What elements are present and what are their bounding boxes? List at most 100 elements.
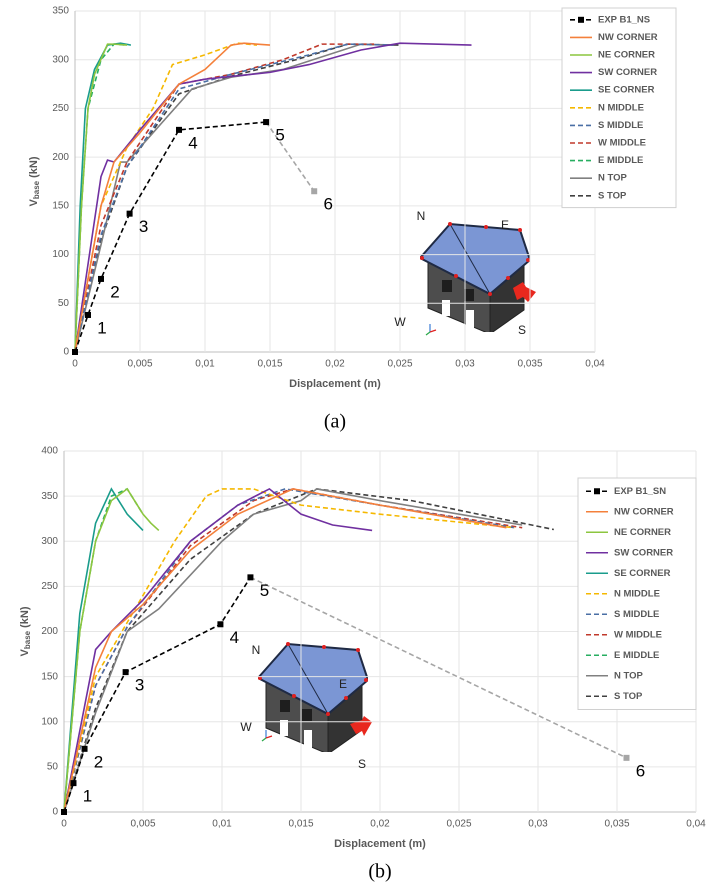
x-tick-label: 0: [72, 359, 78, 370]
data-point: [72, 349, 78, 355]
y-axis-label-main: V: [19, 648, 31, 656]
load-arrow: [350, 716, 372, 736]
series-line: [63, 488, 523, 813]
legend-marker: [578, 16, 584, 23]
house-label: W: [240, 720, 252, 734]
y-tick-label: 300: [52, 54, 69, 65]
y-axis-label: Vbase (kN): [28, 156, 41, 206]
data-point: [311, 188, 318, 195]
series-line: [63, 488, 554, 813]
legend-label: SE CORNER: [614, 568, 671, 579]
y-tick-label: 350: [41, 491, 58, 502]
series-line: [74, 43, 394, 353]
x-tick-label: 0,03: [455, 359, 475, 370]
x-tick-label: 0,025: [446, 819, 471, 830]
legend-label: EXP B1_NS: [598, 14, 650, 25]
series-line: [74, 121, 315, 353]
x-tick-label: 0,03: [528, 819, 548, 830]
series-line: [63, 488, 507, 813]
point-label: 2: [110, 282, 119, 301]
data-point: [247, 574, 254, 581]
legend-label: EXP B1_SN: [614, 486, 666, 497]
legend-label: SW CORNER: [598, 67, 657, 78]
legend-label: S TOP: [614, 691, 643, 702]
x-axis-label: Displacement (m): [289, 378, 381, 390]
y-tick-label: 150: [52, 200, 69, 211]
legend-label: S MIDDLE: [614, 609, 659, 620]
y-axis-label-sub: base: [32, 180, 41, 199]
y-axis-label-unit: (kN): [28, 156, 40, 178]
house-icon: [258, 642, 368, 752]
legend-label: W MIDDLE: [598, 138, 646, 149]
series-line: [74, 42, 132, 353]
legend-label: SW CORNER: [614, 547, 673, 558]
house-label: S: [518, 323, 526, 337]
plot: 0 50 100 150 200 250 300 350 0 0,005 0,01 0,015 0,02…: [28, 6, 605, 390]
x-tick-label: 0,015: [288, 819, 313, 830]
y-tick-label: 300: [41, 536, 58, 547]
y-axis-label-main: V: [28, 198, 40, 206]
series-line: [63, 487, 144, 813]
x-tick-label: 0,035: [604, 819, 629, 830]
point-label: 3: [135, 676, 144, 695]
legend-label: S TOP: [598, 190, 627, 201]
legend-label: NW CORNER: [598, 32, 658, 43]
y-tick-label: 100: [41, 716, 58, 727]
data-point: [176, 126, 182, 133]
point-label: 5: [260, 581, 269, 600]
y-axis-label: Vbase (kN): [19, 606, 32, 656]
data-point: [70, 780, 77, 787]
y-tick-label: 150: [41, 671, 58, 682]
y-tick-label: 0: [63, 347, 69, 358]
house-label: S: [358, 757, 366, 771]
y-tick-label: 250: [52, 103, 69, 114]
legend-label: N MIDDLE: [598, 102, 644, 113]
legend-label: E MIDDLE: [598, 155, 643, 166]
series-line: [74, 42, 258, 353]
data-point: [263, 119, 270, 126]
axes-icon: [261, 324, 437, 742]
data-point: [81, 745, 88, 752]
caption: (a): [324, 411, 346, 433]
series-line: [63, 487, 160, 813]
point-label: 4: [188, 133, 197, 152]
x-tick-label: 0,01: [212, 819, 232, 830]
x-tick-label: 0,04: [686, 819, 706, 830]
series-line: [74, 43, 128, 353]
x-tick-label: 0,005: [130, 819, 155, 830]
legend-label: S MIDDLE: [598, 120, 643, 131]
legend-label: NE CORNER: [614, 527, 671, 538]
series-line: [74, 43, 394, 353]
series-line: [63, 487, 373, 813]
legend-label: SE CORNER: [598, 85, 655, 96]
point-label: 1: [83, 787, 92, 806]
point-label: 3: [139, 217, 148, 236]
data-point: [217, 621, 224, 628]
data-point: [61, 809, 67, 815]
data-point: [98, 275, 104, 282]
legend-label: N TOP: [614, 670, 644, 681]
x-axis-label: Displacement (m): [334, 838, 426, 850]
series-line: [74, 43, 374, 353]
y-axis-label-unit: (kN): [19, 606, 31, 628]
legend-label: N TOP: [598, 173, 628, 184]
y-axis-label-sub: base: [23, 630, 32, 649]
house-label: E: [501, 218, 509, 232]
data-point: [85, 311, 91, 318]
x-tick-label: 0,02: [370, 819, 390, 830]
series-line: [74, 42, 472, 353]
house-label: N: [417, 209, 426, 223]
legend-label: N MIDDLE: [614, 588, 660, 599]
y-tick-label: 400: [41, 446, 58, 457]
series-line: [63, 487, 144, 813]
point-label: 4: [230, 628, 239, 647]
house-label: W: [394, 315, 406, 329]
legend-marker: [594, 488, 600, 495]
point-label: 5: [275, 126, 284, 145]
point-label: 6: [323, 195, 332, 214]
x-tick-label: 0,015: [257, 359, 282, 370]
house-label: N: [252, 643, 261, 657]
data-point: [126, 210, 133, 217]
x-tick-label: 0,035: [517, 359, 542, 370]
legend-label: W MIDDLE: [614, 629, 662, 640]
